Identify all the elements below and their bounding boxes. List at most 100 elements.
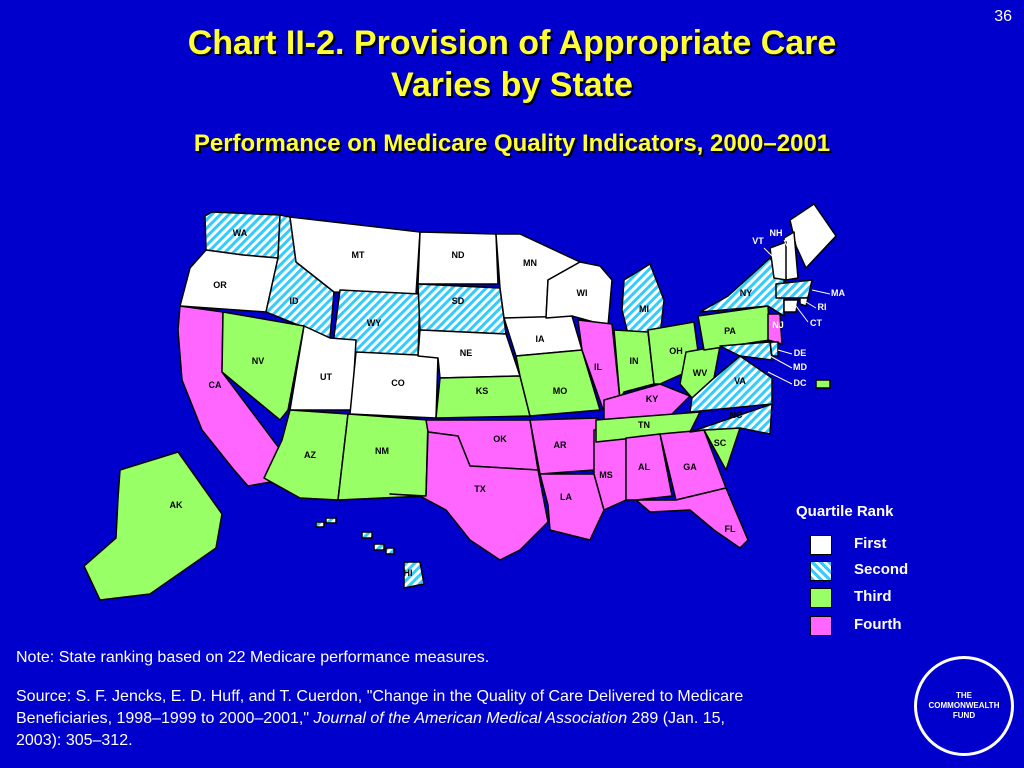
slide-number: 36: [994, 8, 1012, 25]
hawaii-island-1: [315, 521, 325, 528]
state-label-mo: MO: [553, 386, 568, 396]
state-ky: [603, 383, 691, 421]
logo-line-3: FUND: [952, 711, 976, 720]
state-label-nj: NJ: [772, 320, 784, 330]
state-mo: [515, 349, 601, 417]
state-label-or: OR: [213, 280, 227, 290]
leader-line-dc: [767, 371, 793, 385]
state-sd: [417, 283, 507, 335]
state-label-pa: PA: [724, 326, 736, 336]
state-label-il: IL: [594, 362, 603, 372]
state-label-az: AZ: [304, 450, 316, 460]
state-label-dc: DC: [794, 378, 807, 388]
state-nj: [767, 313, 783, 345]
state-label-ga: GA: [683, 462, 697, 472]
leader-line-ma: [811, 289, 831, 295]
state-ct: [783, 299, 799, 313]
state-ak: [83, 451, 223, 601]
state-label-ar: AR: [554, 440, 567, 450]
chart-title: Chart II-2. Provision of Appropriate Car…: [0, 22, 1024, 106]
state-ma: [775, 279, 813, 299]
state-label-co: CO: [391, 378, 405, 388]
state-in: [613, 329, 655, 401]
state-label-md: MD: [793, 362, 807, 372]
state-dc-swatch: [815, 379, 831, 389]
state-label-ia: IA: [536, 334, 546, 344]
hawaii-island-2: [325, 517, 337, 524]
logo-line-2: COMMONWEALTH: [928, 701, 1000, 710]
state-label-al: AL: [638, 462, 650, 472]
state-ri: [799, 297, 809, 307]
state-label-nm: NM: [375, 446, 389, 456]
legend-swatch-fourth: [810, 616, 832, 636]
legend-swatch-third: [810, 588, 832, 608]
legend-label-third: Third: [854, 588, 892, 605]
state-label-me: ME: [801, 228, 815, 238]
title-line-2: Varies by State: [391, 66, 633, 104]
state-label-ny: NY: [740, 288, 753, 298]
state-md: [719, 341, 773, 361]
hawaii-island-5: [385, 547, 395, 555]
state-label-ct: CT: [810, 318, 822, 328]
state-label-id: ID: [290, 296, 300, 306]
state-label-fl: FL: [725, 524, 736, 534]
state-label-tx: TX: [474, 484, 486, 494]
us-choropleth-map: WA OR CA ID NV MT WY UT AZ CO NM ND SD NE KS OK TX MN IA MO…: [83, 203, 845, 601]
state-label-nh: NH: [770, 228, 783, 238]
state-label-nv: NV: [252, 356, 265, 366]
state-label-ma: MA: [831, 288, 845, 298]
state-wi: [545, 261, 613, 327]
source-journal: Journal of the American Medical Associat…: [313, 710, 628, 727]
state-label-wa: WA: [233, 228, 248, 238]
note-text: Note: State ranking based on 22 Medicare…: [16, 649, 490, 666]
state-label-ky: KY: [646, 394, 659, 404]
state-hi: [403, 561, 425, 589]
logo-line-1: THE: [956, 691, 972, 700]
state-label-ne: NE: [460, 348, 473, 358]
state-tx: [389, 431, 549, 561]
state-label-ks: KS: [476, 386, 489, 396]
leader-line-nh: [783, 239, 791, 253]
state-label-vt: VT: [752, 236, 764, 246]
state-label-ri: RI: [818, 302, 827, 312]
legend-swatch-second: [810, 561, 832, 581]
legend-title: Quartile Rank: [796, 503, 894, 520]
state-nd: [417, 231, 499, 285]
state-fl: [635, 487, 749, 549]
state-vt: [769, 241, 787, 281]
state-va: [689, 355, 773, 413]
state-label-mt: MT: [352, 250, 365, 260]
source-citation: Source: S. F. Jencks, E. D. Huff, and T.…: [16, 686, 756, 752]
state-ny: [699, 257, 785, 317]
legend-label-second: Second: [854, 561, 909, 578]
state-label-la: LA: [560, 492, 572, 502]
legend-swatch-first: [810, 535, 832, 555]
state-label-tn: TN: [638, 420, 650, 430]
state-label-ca: CA: [209, 380, 222, 390]
state-label-ak: AK: [170, 500, 183, 510]
leader-line-ct: [795, 305, 809, 323]
state-nv: [221, 311, 305, 421]
state-label-nc: NC: [730, 410, 743, 420]
state-ks: [435, 375, 531, 419]
state-label-wv: WV: [693, 368, 708, 378]
state-label-mn: MN: [523, 258, 537, 268]
state-label-hi: HI: [404, 568, 413, 578]
state-label-ms: MS: [599, 470, 613, 480]
state-label-ut: UT: [320, 372, 332, 382]
state-or: [179, 249, 279, 313]
hawaii-island-4: [373, 543, 385, 551]
state-label-va: VA: [734, 376, 746, 386]
state-nm: [337, 413, 429, 501]
source-text-1: Source: S. F. Jencks, E. D. Huff, and T.…: [16, 688, 744, 727]
state-label-wy: WY: [367, 318, 382, 328]
state-label-wi: WI: [577, 288, 588, 298]
source-text-2: 289 (Jan. 15, 2003): 305–312.: [16, 710, 725, 749]
legend-label-first: First: [854, 535, 887, 552]
commonwealth-fund-logo: THE COMMONWEALTH FUND: [914, 656, 1014, 756]
chart-subtitle: Performance on Medicare Quality Indicato…: [193, 130, 831, 157]
state-label-de: DE: [794, 348, 807, 358]
state-label-mi: MI: [639, 304, 649, 314]
leader-line-de: [777, 349, 793, 355]
state-label-sd: SD: [452, 296, 465, 306]
